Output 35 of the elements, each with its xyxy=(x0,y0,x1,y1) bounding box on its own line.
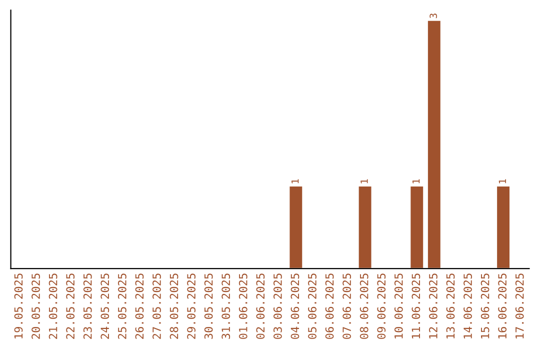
x-tick-label: 15.06.2025 xyxy=(480,274,490,338)
x-tick-label: 20.05.2025 xyxy=(32,274,40,339)
x-tick-label: 08.06.2025 xyxy=(360,274,368,339)
x-tick-label: 25.05.2025 xyxy=(118,274,126,339)
x-tick-label: 07.06.2025 xyxy=(342,274,352,339)
x-tick-label: 10.06.2025 xyxy=(394,274,403,338)
data-label: 1 xyxy=(412,179,420,184)
x-tick-label: 19.05.2025 xyxy=(14,274,23,338)
x-tick-label: 09.06.2025 xyxy=(377,274,386,339)
x-tick-label: 03.06.2025 xyxy=(273,274,282,339)
data-label: 1 xyxy=(292,179,299,184)
x-tick-label: 30.05.2025 xyxy=(204,274,213,339)
data-label: 1 xyxy=(360,179,368,184)
x-tick-label: 26.05.2025 xyxy=(135,274,144,339)
x-tick-label: 29.05.2025 xyxy=(187,274,196,339)
x-tick-label: 14.06.2025 xyxy=(464,274,472,338)
x-tick-label: 06.06.2025 xyxy=(325,274,334,339)
x-tick-label: 27.05.2025 xyxy=(152,274,161,339)
x-tick-label: 02.06.2025 xyxy=(256,274,265,339)
x-tick-label: 31.05.2025 xyxy=(222,274,230,339)
x-tick-label: 11.06.2025 xyxy=(412,274,420,338)
x-tick-label: 12.06.2025 xyxy=(429,274,438,338)
x-tick-label: 16.06.2025 xyxy=(498,274,507,338)
x-tick-label: 04.06.2025 xyxy=(290,274,300,339)
x-tick-label: 23.05.2025 xyxy=(83,274,92,339)
data-label: 3 xyxy=(430,14,438,18)
x-tick-label: 22.05.2025 xyxy=(66,274,75,339)
x-tick-label: 05.06.2025 xyxy=(308,274,316,339)
x-tick-label: 13.06.2025 xyxy=(446,274,455,338)
x-tick-label: 21.05.2025 xyxy=(48,274,58,339)
data-label: 1 xyxy=(498,179,506,184)
x-tick-label: 24.05.2025 xyxy=(100,274,110,339)
x-tick-label: 17.06.2025 xyxy=(515,274,524,338)
x-tick-label: 01.06.2025 xyxy=(238,274,248,339)
x-tick-label: 28.05.2025 xyxy=(170,274,178,339)
